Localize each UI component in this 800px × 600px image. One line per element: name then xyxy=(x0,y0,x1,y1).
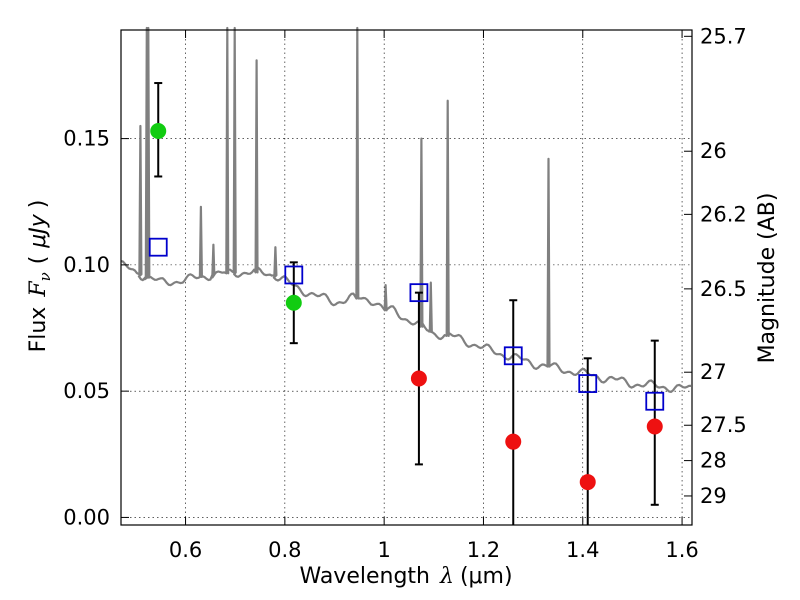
data-point xyxy=(410,370,427,387)
x-tick-label: 0.8 xyxy=(268,538,301,562)
right-tick-label: 29 xyxy=(700,484,727,508)
right-tick-label: 28 xyxy=(700,449,727,473)
model-photometry-square xyxy=(409,283,429,303)
data-point xyxy=(646,418,663,435)
y-tick-label: 0.15 xyxy=(63,127,110,151)
right-tick-label: 26.2 xyxy=(700,202,747,226)
data-point xyxy=(285,294,302,311)
marker-layer xyxy=(148,123,665,491)
data-point xyxy=(150,123,167,140)
y-tick-label: 0.05 xyxy=(63,379,110,403)
errorbar-layer xyxy=(154,82,659,525)
y-axis-left: 0.00 0.05 0.10 0.15 xyxy=(63,127,129,529)
right-tick-label: 26 xyxy=(700,139,727,163)
right-tick-label: 27.5 xyxy=(700,413,747,437)
x-tick-label: 1.6 xyxy=(665,538,698,562)
x-tick-label: 1.4 xyxy=(566,538,599,562)
y-axis-right: 25.7 26 26.2 26.5 27 27.5 28 29 xyxy=(684,24,747,508)
model-photometry-square xyxy=(645,391,665,411)
model-photometry-square xyxy=(148,237,168,257)
spectrum-line xyxy=(120,26,691,393)
y-axis-label: FluxFν(μJy) xyxy=(26,200,54,353)
right-tick-label: 26.5 xyxy=(700,277,747,301)
plot-frame xyxy=(120,29,693,526)
right-tick-label: 25.7 xyxy=(700,24,747,48)
x-tick-label: 1.2 xyxy=(467,538,500,562)
y-axis-right-label: Magnitude (AB) xyxy=(755,193,780,364)
x-tick-label: 0.6 xyxy=(169,538,202,562)
y-tick-label: 0.10 xyxy=(63,253,110,277)
model-photometry-square xyxy=(284,265,304,285)
model-photometry-square xyxy=(503,346,523,366)
model-photometry-square xyxy=(578,374,598,393)
data-point xyxy=(579,474,596,491)
y-tick-label: 0.00 xyxy=(63,505,110,529)
data-point xyxy=(505,433,522,450)
x-tick-label: 1 xyxy=(377,538,390,562)
x-axis-label: Wavelength λ (μm) xyxy=(299,564,512,589)
spectrum-layer xyxy=(120,26,691,393)
x-axis: 0.6 0.8 1 1.2 1.4 1.6 xyxy=(169,30,699,562)
right-tick-label: 27 xyxy=(700,360,727,384)
